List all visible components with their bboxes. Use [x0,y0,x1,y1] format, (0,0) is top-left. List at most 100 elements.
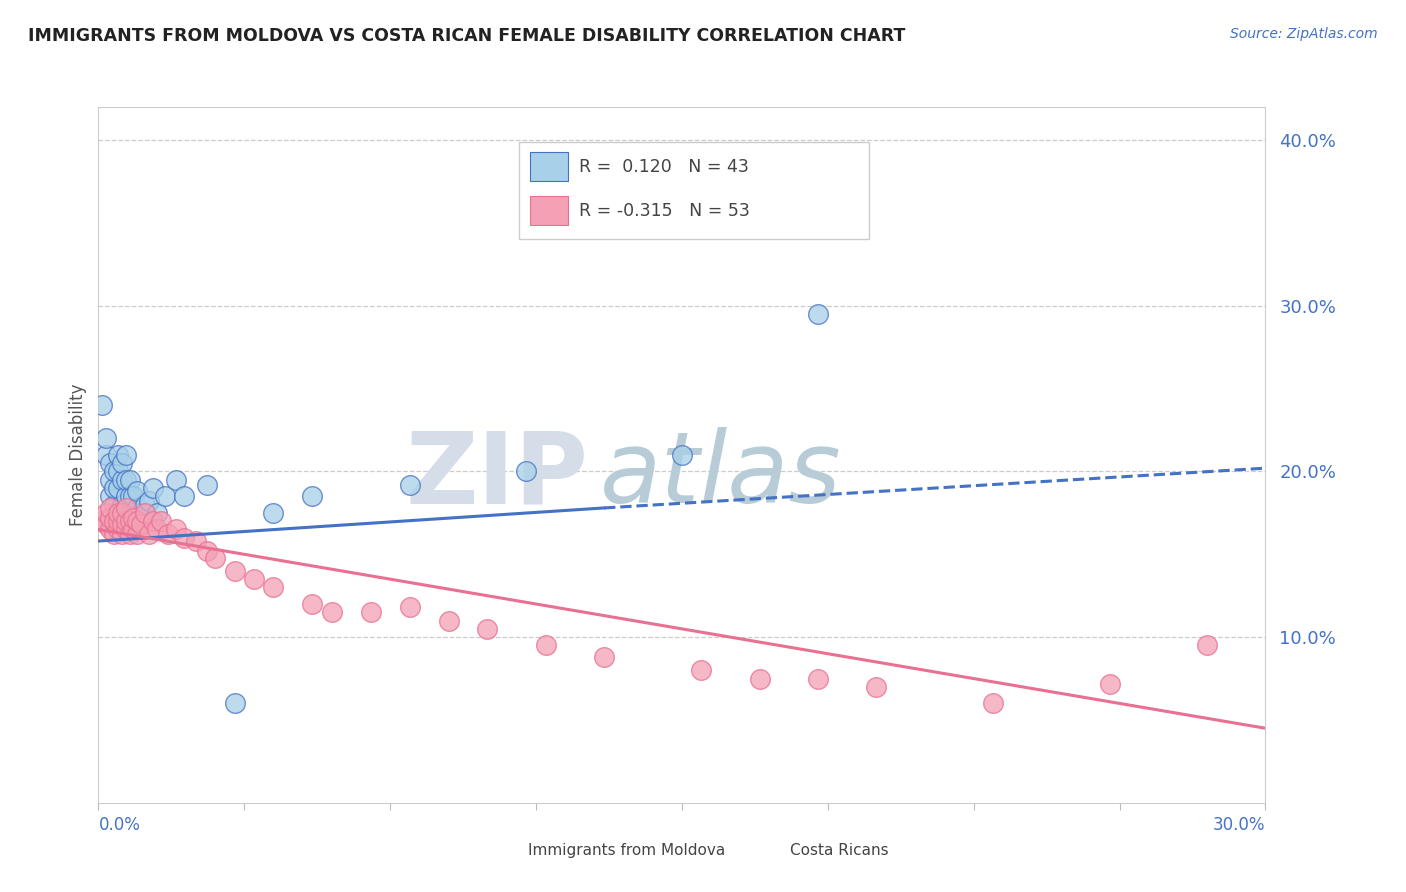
Point [165,473,187,487]
Point [96,506,118,520]
Point [114,489,136,503]
Point [134,506,156,520]
Text: Immigrants from Moldova: Immigrants from Moldova [527,843,725,858]
Point [262,506,284,520]
Point [118,473,141,487]
Point [91,398,114,412]
Point [122,511,145,525]
Text: Source: ZipAtlas.com: Source: ZipAtlas.com [1230,27,1378,41]
Point [671,448,693,462]
Point [865,680,887,694]
Point [98,456,121,470]
Point [114,514,136,528]
Point [301,489,323,503]
Point [534,639,557,653]
Point [184,534,207,549]
Point [146,523,169,537]
FancyBboxPatch shape [530,153,568,181]
Point [96,517,118,532]
Point [807,307,830,321]
Point [107,523,129,537]
Point [398,600,420,615]
Point [1195,639,1218,653]
Point [321,605,343,619]
Point [107,448,129,462]
Point [153,489,176,503]
Point [122,506,145,520]
Point [98,500,121,515]
FancyBboxPatch shape [530,196,568,226]
Point [91,514,114,528]
Point [103,514,125,528]
Point [114,500,136,515]
Point [262,581,284,595]
Point [103,465,125,479]
Point [165,523,187,537]
Text: 30.0%: 30.0% [1213,816,1265,834]
Point [122,523,145,537]
Point [149,514,172,528]
Point [114,506,136,520]
Text: IMMIGRANTS FROM MOLDOVA VS COSTA RICAN FEMALE DISABILITY CORRELATION CHART: IMMIGRANTS FROM MOLDOVA VS COSTA RICAN F… [28,27,905,45]
Point [98,473,121,487]
Text: R =  0.120   N = 43: R = 0.120 N = 43 [579,158,749,176]
Point [107,481,129,495]
Point [127,484,149,499]
Text: Costa Ricans: Costa Ricans [790,843,889,858]
Point [224,697,246,711]
Text: 0.0%: 0.0% [98,816,141,834]
Point [243,572,266,586]
Point [107,514,129,528]
Point [195,544,218,558]
Point [129,517,152,532]
FancyBboxPatch shape [756,839,785,863]
Point [111,473,134,487]
FancyBboxPatch shape [519,142,869,239]
Point [103,498,125,512]
Point [111,527,134,541]
Point [129,506,152,520]
Point [134,498,156,512]
Point [1098,676,1121,690]
Point [111,506,134,520]
Text: atlas: atlas [600,427,842,524]
Point [142,481,165,495]
Point [515,465,537,479]
Text: ZIP: ZIP [406,427,589,524]
Point [114,448,136,462]
Point [593,650,616,665]
Point [138,494,160,508]
Point [118,514,141,528]
Point [111,456,134,470]
Point [96,448,118,462]
Point [807,672,830,686]
Point [114,523,136,537]
Point [98,523,121,537]
Point [127,500,149,515]
Point [360,605,382,619]
Point [111,517,134,532]
Point [224,564,246,578]
Point [118,527,141,541]
Point [96,431,118,445]
Point [301,597,323,611]
Text: R = -0.315   N = 53: R = -0.315 N = 53 [579,202,749,219]
Point [107,506,129,520]
Point [690,663,713,677]
Point [98,511,121,525]
Point [98,489,121,503]
Point [107,465,129,479]
Point [127,514,149,528]
Point [142,514,165,528]
Y-axis label: Female Disability: Female Disability [69,384,87,526]
Point [157,527,180,541]
Point [122,489,145,503]
Point [146,506,169,520]
Point [173,489,195,503]
Point [118,489,141,503]
Point [107,506,129,520]
Point [204,550,226,565]
Point [103,481,125,495]
Point [114,473,136,487]
Point [111,498,134,512]
